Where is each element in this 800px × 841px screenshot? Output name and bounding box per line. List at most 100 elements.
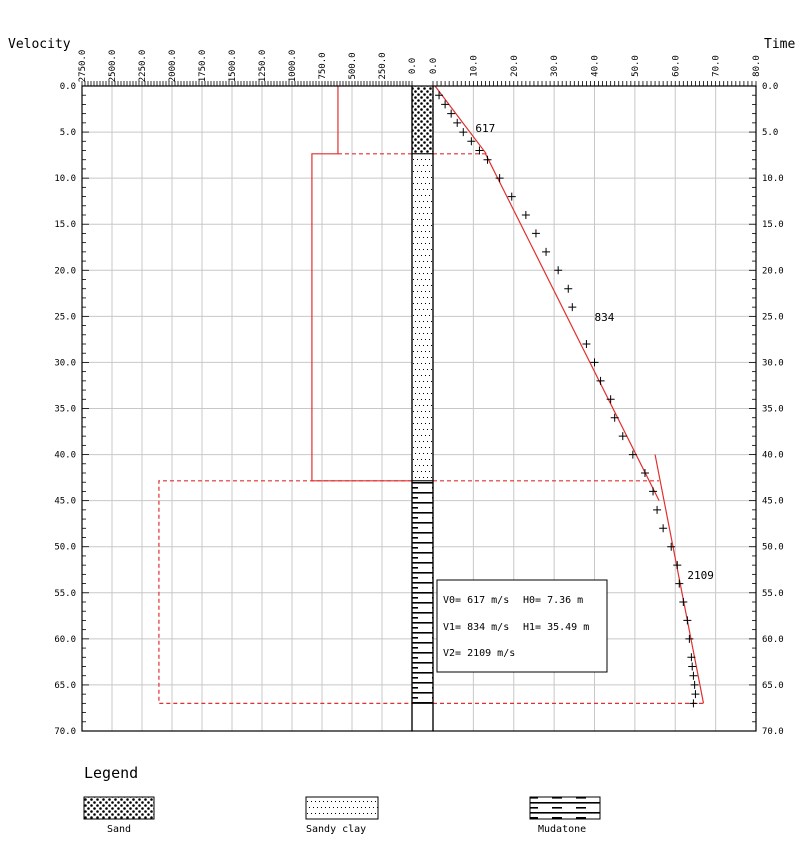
data-point	[435, 91, 444, 100]
layer-mudstone	[411, 480, 434, 704]
data-point	[596, 376, 605, 385]
legend-swatch-sand	[83, 796, 155, 820]
data-point	[689, 671, 698, 680]
data-point	[628, 450, 637, 459]
depth-tick-label-right: 45.0	[762, 497, 784, 507]
depth-tick-label-left: 55.0	[54, 589, 76, 599]
h0-value: H0= 7.36 m	[523, 595, 583, 606]
data-point	[685, 634, 694, 643]
legend-label-sand: Sand	[107, 824, 131, 835]
depth-tick-label-left: 70.0	[54, 727, 76, 737]
data-point	[675, 579, 684, 588]
velocity-dashed-box	[158, 480, 412, 704]
velocity-tick-label: 1000.0	[288, 50, 298, 83]
depth-tick-label-right: 20.0	[762, 266, 784, 276]
time-axis-label: Time	[764, 37, 795, 52]
data-point	[475, 146, 484, 155]
depth-tick-label-right: 55.0	[762, 589, 784, 599]
v0-value: V0= 617 m/s	[443, 595, 509, 606]
axes: 0.0 0.0 5.0 5.0 10.0 10.0 15.0 15.0 20.0 20.0 25.0…	[54, 50, 783, 737]
data-point	[483, 155, 492, 164]
data-point	[495, 174, 504, 183]
velocity-axis-label: Velocity	[8, 37, 71, 52]
data-point	[688, 662, 697, 671]
data-point	[521, 211, 530, 219]
data-point	[582, 340, 591, 348]
data-point	[610, 413, 619, 422]
segment-label-617: 617	[475, 122, 495, 135]
data-point	[673, 561, 682, 570]
data-point	[453, 118, 462, 127]
segment-label-834: 834	[595, 311, 615, 324]
fit-lines	[433, 85, 705, 704]
time-tick-label: 60.0	[671, 55, 681, 77]
fit-segment-2109	[654, 454, 705, 704]
depth-tick-label-left: 25.0	[54, 312, 76, 322]
depth-tick-label-right: 40.0	[762, 451, 784, 461]
depth-tick-label-right: 0.0	[762, 82, 778, 92]
data-point	[554, 266, 563, 275]
velocity-tick-label: 750.0	[318, 52, 328, 79]
velocity-tick-label: 1500.0	[228, 50, 238, 83]
data-point	[667, 542, 676, 551]
depth-tick-label-left: 35.0	[54, 405, 76, 415]
data-point	[441, 100, 450, 109]
time-tick-label: 10.0	[469, 55, 479, 77]
depth-tick-label-right: 65.0	[762, 681, 784, 691]
data-point	[459, 128, 468, 137]
depth-tick-label-right: 30.0	[762, 358, 784, 368]
data-point	[531, 229, 540, 238]
legend-swatch-sandy-clay	[305, 796, 379, 820]
velocity-tick-label: 500.0	[348, 52, 358, 79]
depth-tick-label-right: 35.0	[762, 405, 784, 415]
data-point	[659, 524, 668, 533]
depth-tick-label-left: 45.0	[54, 497, 76, 507]
depth-tick-label-left: 40.0	[54, 451, 76, 461]
velocity-tick-label: 2250.0	[138, 50, 148, 83]
data-point	[653, 505, 662, 514]
fit-segment-617	[434, 85, 487, 155]
segment-label-2109: 2109	[687, 569, 714, 582]
data-point	[683, 616, 692, 625]
depth-tick-label-right: 5.0	[762, 128, 778, 138]
velocity-tick-label: 2000.0	[168, 50, 178, 83]
data-point	[640, 469, 649, 477]
velocity-tick-label: 1250.0	[258, 50, 268, 83]
time-tick-label: 20.0	[510, 55, 520, 77]
velocity-profile	[158, 86, 412, 704]
depth-tick-label-left: 50.0	[54, 543, 76, 553]
data-point	[689, 699, 698, 708]
results-box: V0= 617 m/s H0= 7.36 m V1= 834 m/s H1= 3…	[436, 579, 608, 673]
velocity-tick-label: 2500.0	[108, 50, 118, 83]
v1-value: V1= 834 m/s	[443, 622, 509, 633]
legend-swatch-mudstone	[529, 796, 601, 820]
data-point	[690, 680, 699, 689]
data-point	[606, 395, 615, 404]
data-point	[618, 432, 627, 441]
data-point	[564, 284, 573, 293]
data-point	[590, 358, 599, 367]
layer-sand	[411, 85, 434, 155]
time-tick-label: 30.0	[550, 55, 560, 77]
strata-column	[411, 85, 434, 704]
depth-tick-label-left: 10.0	[54, 174, 76, 184]
depth-tick-label-left: 65.0	[54, 681, 76, 691]
depth-tick-label-left: 5.0	[60, 128, 76, 138]
velocity-tick-label: 1750.0	[198, 50, 208, 83]
legend-label-sandy-clay: Sandy clay	[306, 824, 366, 835]
time-tick-label: 70.0	[712, 55, 722, 77]
fit-segment-834	[484, 153, 660, 501]
time-tick-label: 0.0	[429, 58, 439, 74]
data-point	[507, 192, 516, 201]
depth-tick-label-left: 20.0	[54, 266, 76, 276]
velocity-step-line	[311, 86, 412, 482]
v2-value: V2= 2109 m/s	[443, 648, 515, 659]
depth-tick-label-right: 15.0	[762, 220, 784, 230]
data-point	[649, 487, 658, 496]
data-point	[447, 109, 456, 118]
velocity-tick-label: 0.0	[408, 58, 418, 74]
legend: Legend Sand Sandy clay Mudatone	[83, 764, 601, 835]
time-tick-label: 40.0	[591, 55, 601, 77]
time-tick-label: 50.0	[631, 55, 641, 77]
